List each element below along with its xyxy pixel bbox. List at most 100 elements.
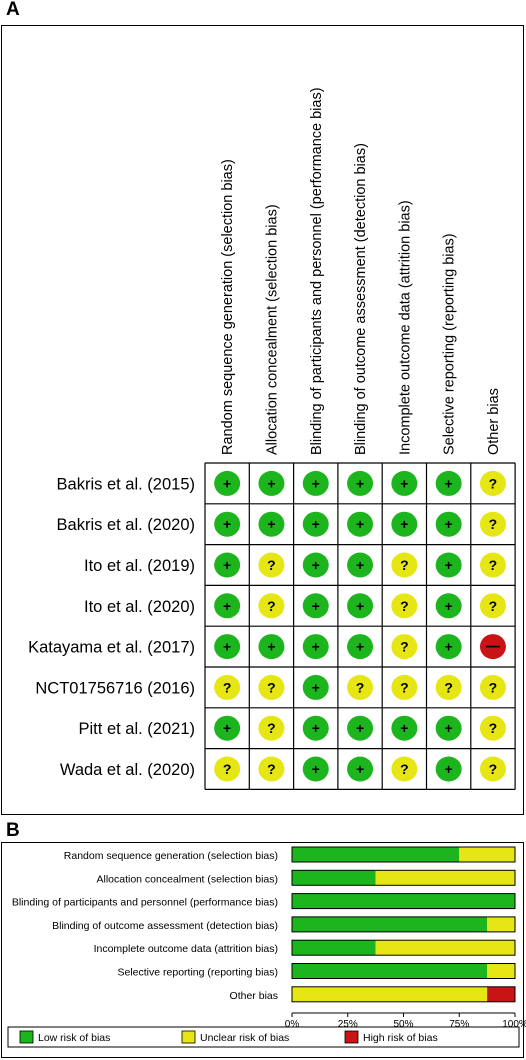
rating-low-circle: [302, 552, 329, 578]
rating-symbol: ?: [444, 679, 453, 695]
bar-segment: [459, 847, 515, 862]
rating-unclear-circle: [258, 552, 285, 578]
bar-category-label: Allocation concealment (selection bias): [96, 873, 278, 885]
rating-symbol: +: [312, 557, 320, 573]
rating-symbol: ?: [267, 720, 276, 736]
rating-low-circle: [435, 511, 462, 537]
legend-label: Unclear risk of bias: [200, 1032, 289, 1044]
rating-symbol: +: [445, 639, 453, 655]
rating-unclear-circle: [479, 674, 506, 700]
rating-symbol: ?: [489, 598, 498, 614]
rating-low-circle: [435, 470, 462, 496]
rating-symbol: +: [356, 598, 364, 614]
column-header: Incomplete outcome data (attrition bias): [397, 200, 413, 455]
bar-outline: [291, 963, 516, 979]
rating-unclear-circle: [479, 470, 506, 496]
rating-unclear-circle: [391, 634, 418, 660]
bar-segment: [375, 870, 515, 886]
study-label: Ito et al. (2020): [84, 598, 195, 616]
column-header: Blinding of participants and personnel (…: [309, 87, 325, 455]
rating-symbol: +: [223, 557, 231, 573]
rating-unclear-circle: [479, 715, 506, 741]
x-tick-label: 0%: [285, 1019, 300, 1030]
rating-symbol: +: [356, 475, 364, 491]
rating-unclear-circle: [391, 756, 418, 782]
rating-unclear-circle: [258, 593, 285, 619]
rating-symbol: +: [400, 720, 408, 736]
bar-segment: [487, 963, 515, 979]
study-label: NCT01756716 (2016): [35, 679, 195, 697]
x-tick-label: 50%: [393, 1019, 413, 1030]
rating-symbol: ?: [489, 720, 498, 736]
bar-segment: [375, 940, 515, 956]
bar-category-label: Incomplete outcome data (attrition bias): [94, 943, 278, 955]
rating-symbol: ?: [489, 679, 498, 695]
rating-symbol: ?: [223, 761, 232, 777]
rating-low-circle: [214, 552, 241, 578]
rating-symbol: +: [267, 475, 275, 491]
study-label: Bakris et al. (2015): [57, 475, 195, 493]
rating-low-circle: [435, 593, 462, 619]
rating-low-circle: [347, 634, 374, 660]
column-header: Other bias: [486, 388, 502, 455]
rating-symbol: ?: [489, 475, 498, 491]
bar-outline: [291, 986, 516, 1003]
bar-segment: [292, 940, 376, 956]
rating-unclear-circle: [435, 674, 462, 700]
rating-unclear-circle: [479, 593, 506, 619]
rating-low-circle: [258, 470, 285, 496]
rating-low-circle: [347, 715, 374, 741]
rating-symbol: +: [223, 720, 231, 736]
rating-low-circle: [214, 715, 241, 741]
panel-a-frame: [1, 25, 524, 815]
rating-symbol: ?: [267, 557, 276, 573]
rating-unclear-circle: [391, 674, 418, 700]
rating-symbol: +: [312, 516, 320, 532]
rating-symbol: +: [267, 639, 275, 655]
bar-category-label: Other bias: [230, 990, 278, 1002]
rating-symbol: ?: [489, 761, 498, 777]
rating-symbol: +: [445, 475, 453, 491]
x-tick-label: 25%: [338, 1019, 358, 1030]
rating-symbol: +: [312, 679, 320, 695]
rating-unclear-circle: [347, 674, 374, 700]
rating-symbol: ?: [267, 598, 276, 614]
bar-segment: [292, 870, 376, 886]
rating-symbol: +: [445, 516, 453, 532]
study-label: Bakris et al. (2020): [57, 516, 195, 534]
bar-segment: [487, 916, 515, 932]
panel-a-label: A: [6, 0, 20, 20]
bar-outline: [291, 893, 516, 910]
legend-swatch: [181, 1030, 196, 1044]
bar-category-label: Blinding of outcome assessment (detectio…: [52, 920, 278, 932]
rating-symbol: +: [445, 557, 453, 573]
bar-segment: [292, 916, 488, 932]
bar-outline: [291, 869, 516, 886]
rating-low-circle: [302, 715, 329, 741]
rating-unclear-circle: [258, 715, 285, 741]
legend-swatch: [19, 1030, 34, 1044]
column-header: Allocation concealment (selection bias): [264, 204, 280, 455]
legend-label: High risk of bias: [363, 1032, 438, 1044]
rating-symbol: ?: [489, 557, 498, 573]
rating-symbol: +: [356, 516, 364, 532]
column-header: Blinding of outcome assessment (detectio…: [353, 143, 369, 455]
rating-symbol: ?: [400, 761, 409, 777]
rating-low-circle: [347, 756, 374, 782]
rating-symbol: ?: [400, 598, 409, 614]
rating-unclear-circle: [258, 674, 285, 700]
rating-symbol: ?: [267, 761, 276, 777]
rating-low-circle: [214, 470, 241, 496]
rating-symbol: +: [223, 639, 231, 655]
rating-symbol: +: [223, 475, 231, 491]
rating-symbol: +: [400, 475, 408, 491]
bar-outline: [291, 916, 516, 933]
column-header: Random sequence generation (selection bi…: [220, 159, 236, 455]
rating-unclear-circle: [214, 756, 241, 782]
bar-category-label: Selective reporting (reporting bias): [118, 967, 279, 979]
legend-label: Low risk of bias: [38, 1032, 110, 1044]
rating-symbol: +: [356, 720, 364, 736]
bar-category-label: Random sequence generation (selection bi…: [64, 850, 278, 862]
rating-low-circle: [302, 674, 329, 700]
